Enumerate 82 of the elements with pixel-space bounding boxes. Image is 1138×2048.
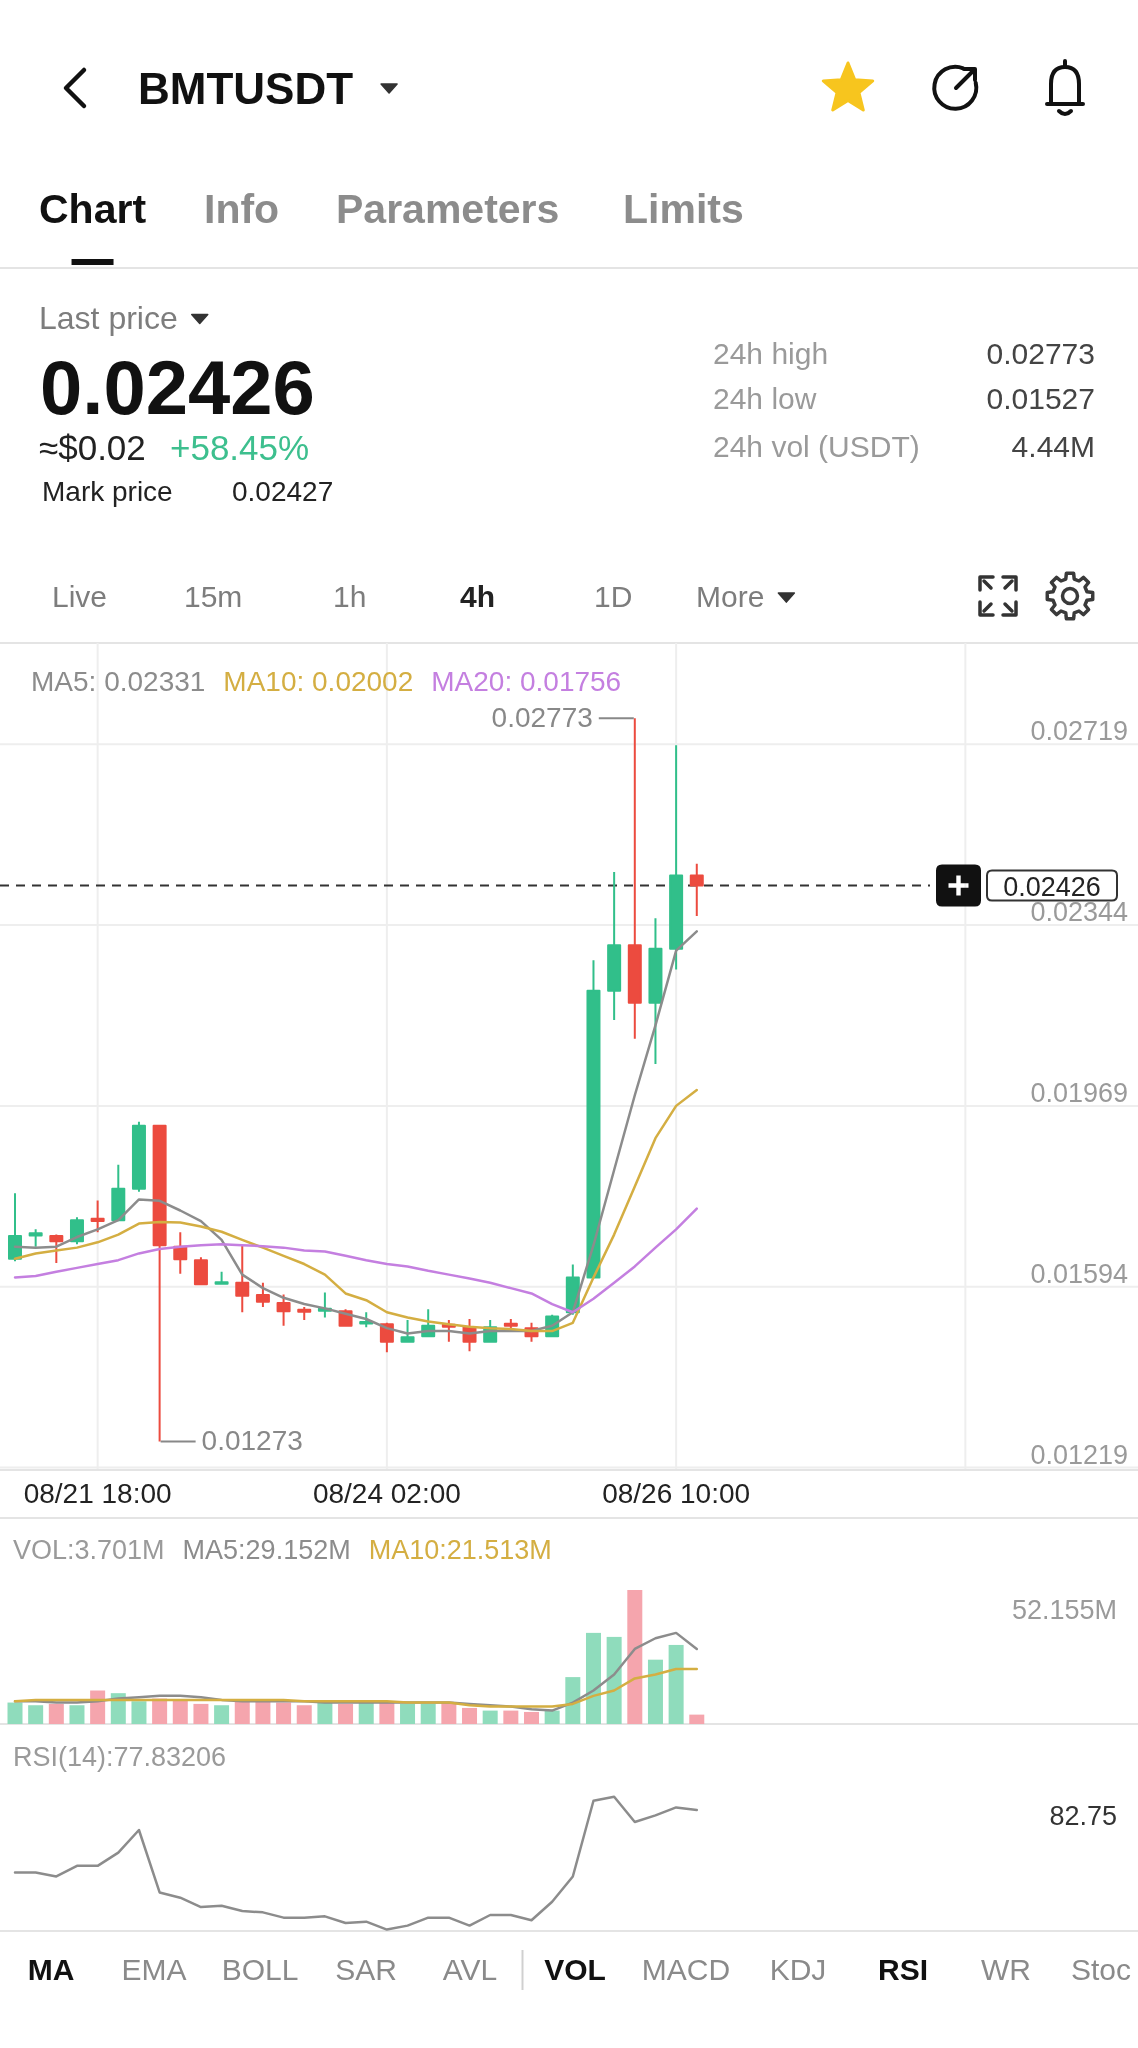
chart-title: VOL:3.701M [13, 1535, 165, 1565]
bar [296, 1705, 312, 1724]
text: Chart [39, 186, 147, 232]
text: 0.02773 [986, 337, 1095, 370]
text: 4.44M [1011, 430, 1095, 463]
text: RSI [877, 1953, 929, 1986]
bar [193, 1703, 209, 1724]
bar [462, 1707, 478, 1724]
bar [647, 1659, 663, 1724]
bar [565, 1677, 581, 1724]
bar [234, 1701, 250, 1724]
chart-title: RSI(14):77.83206 [13, 1742, 227, 1772]
bar [441, 1702, 457, 1724]
bar [503, 1710, 519, 1724]
bar [214, 1705, 230, 1724]
bar [482, 1710, 498, 1724]
text: 1h [333, 580, 367, 613]
text: MA5: 0.02331 [31, 666, 206, 697]
annotation: 0.01273 [201, 1425, 303, 1457]
bar [172, 1699, 188, 1724]
x-tick-label: 08/21 18:00 [23, 1478, 172, 1509]
bar [69, 1705, 85, 1724]
y-tick-label: 0.02719 [1030, 716, 1128, 747]
text: Limits [623, 186, 744, 232]
text: BMTUSDT [138, 64, 354, 113]
text: 24h vol (USDT) [713, 430, 920, 463]
text: MA10: 0.02002 [223, 666, 414, 697]
text: WR [981, 1953, 1031, 1986]
bar [7, 1702, 23, 1724]
text: More [696, 580, 765, 613]
text: 4h [460, 580, 496, 613]
bar [276, 1702, 292, 1724]
text: KDJ [769, 1953, 827, 1986]
text: MA [27, 1953, 75, 1986]
text: 0.01527 [986, 382, 1095, 415]
text: 15m [184, 580, 243, 613]
x-tick-label: 08/26 10:00 [602, 1478, 751, 1509]
text: ≈$0.02 [39, 428, 146, 467]
bar [400, 1703, 416, 1724]
y-tick-label: 0.01219 [1030, 1439, 1128, 1470]
text: EMA [121, 1953, 187, 1986]
text: Live [52, 580, 108, 613]
bar [358, 1702, 374, 1724]
bar [606, 1636, 622, 1724]
text: 52.155M [1011, 1595, 1117, 1625]
text: Stoc [1070, 1953, 1132, 1986]
text: 0.02427 [232, 476, 334, 507]
bar [338, 1703, 354, 1724]
text: Parameters [336, 186, 560, 232]
text: 0.02426 [40, 345, 315, 430]
text: MACD [641, 1953, 731, 1986]
text: MA5:29.152M [182, 1535, 351, 1565]
bar [668, 1644, 684, 1724]
bar [48, 1703, 64, 1724]
bar [524, 1711, 539, 1724]
text: AVL [442, 1953, 498, 1986]
bar [689, 1714, 705, 1724]
annotation: 0.02773 [491, 702, 593, 734]
bar [627, 1590, 643, 1724]
bar [317, 1702, 333, 1724]
text: +58.45% [170, 428, 310, 467]
text: Info [204, 186, 280, 232]
text: 24h high [713, 337, 829, 370]
text: BOLL [221, 1953, 299, 1986]
x-tick-label: 08/24 02:00 [312, 1478, 461, 1509]
text: 82.75 [1049, 1801, 1117, 1831]
bar [255, 1701, 271, 1724]
bar [420, 1703, 436, 1724]
text: SAR [335, 1953, 397, 1986]
text: Last price [39, 300, 178, 336]
text: 24h low [713, 382, 817, 415]
bar [131, 1701, 147, 1724]
text: VOL [544, 1953, 606, 1986]
text: MA10:21.513M [368, 1535, 552, 1565]
text: Mark price [42, 476, 173, 507]
bar [28, 1705, 44, 1724]
y-tick-label: 0.01594 [1030, 1258, 1128, 1289]
y-tick-label: 0.01969 [1030, 1077, 1128, 1108]
bar [585, 1632, 601, 1724]
bar [544, 1710, 560, 1724]
text: MA20: 0.01756 [431, 666, 622, 697]
text: 1D [594, 580, 633, 613]
